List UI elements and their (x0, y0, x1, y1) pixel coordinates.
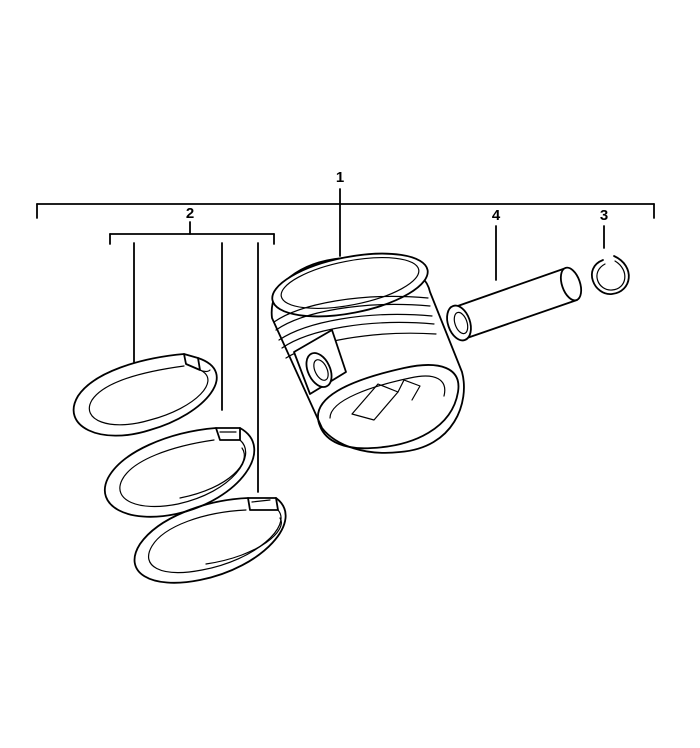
piston-part (270, 252, 465, 454)
piston-ring-1 (72, 353, 218, 437)
callout-label-1: 1 (336, 169, 344, 186)
piston-pin-part (446, 266, 583, 342)
callout-bracket-2 (109, 221, 275, 493)
piston-ring-3 (133, 497, 287, 584)
callout-label-4: 4 (492, 207, 501, 224)
callout-bracket-1 (36, 188, 655, 257)
circlip-part (591, 255, 630, 295)
callout-label-2: 2 (186, 205, 194, 222)
piston-ring-2 (104, 427, 256, 518)
callout-label-3: 3 (600, 207, 608, 224)
